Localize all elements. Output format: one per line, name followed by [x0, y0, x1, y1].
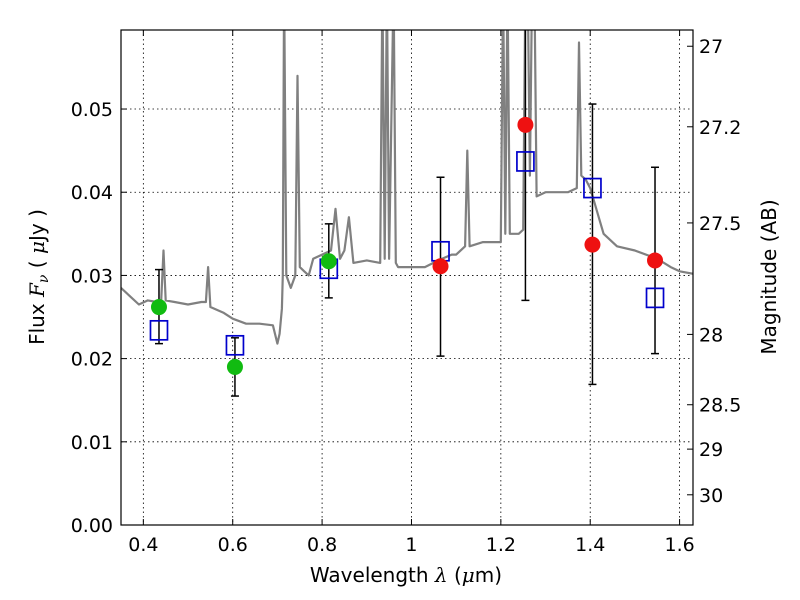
model-spectrum-layer [121, 30, 693, 345]
errorbar-layer [154, 30, 660, 397]
y-tick-label: 0.04 [71, 182, 113, 204]
model-square-point [225, 334, 245, 356]
y-tick-label: 0.01 [71, 432, 113, 454]
data-point [584, 236, 601, 253]
y2-tick-label: 27 [699, 36, 723, 58]
data-point [320, 253, 337, 270]
x-tick-label: 0.4 [128, 534, 158, 556]
secondary-y-axis-ticks: 27 27.2 27.5 28 28.5 29 30 [687, 36, 741, 507]
data-point [647, 252, 664, 269]
y-tick-label: 0.02 [71, 349, 113, 371]
data-point [150, 299, 167, 316]
observed-point-layer [150, 116, 664, 375]
model-square-point [149, 319, 169, 341]
y2-tick-label: 27.2 [699, 117, 741, 139]
model-square-point [583, 177, 602, 199]
y2-tick-label: 29 [699, 439, 723, 461]
model-square-layer [149, 151, 665, 356]
y2-tick-label: 30 [699, 485, 723, 507]
model-square-point [516, 151, 535, 172]
y2-tick-label: 28 [699, 324, 723, 346]
plot-frame [120, 29, 694, 526]
x-tick-label: 1.4 [575, 534, 605, 556]
y2-tick-label: 28.5 [699, 395, 741, 417]
model-square-point [645, 287, 665, 309]
y-tick-label: 0.00 [71, 515, 113, 537]
model-spectrum-line [121, 30, 693, 345]
y-axis-ticks: 0.00 0.01 0.02 0.03 0.04 0.05 [71, 99, 127, 537]
secondary-y-axis-label: Magnitude (AB) [757, 199, 781, 354]
data-point [517, 116, 534, 133]
y-tick-label: 0.05 [71, 99, 113, 121]
data-point [432, 258, 449, 275]
y-axis-label: Flux Fν ( μJy ) [25, 209, 52, 345]
y-tick-label: 0.03 [71, 265, 113, 287]
x-axis-ticks: 0.4 0.6 0.8 1 1.2 1.4 1.6 [128, 30, 695, 556]
data-point [226, 358, 243, 375]
x-tick-label: 1 [405, 534, 417, 556]
x-tick-label: 0.6 [218, 534, 248, 556]
x-tick-label: 1.6 [664, 534, 694, 556]
x-tick-label: 1.2 [486, 534, 516, 556]
x-tick-label: 0.8 [307, 534, 337, 556]
y2-tick-label: 27.5 [699, 213, 741, 235]
x-axis-label: Wavelength λ (μm) [310, 563, 502, 587]
grid [121, 30, 693, 525]
